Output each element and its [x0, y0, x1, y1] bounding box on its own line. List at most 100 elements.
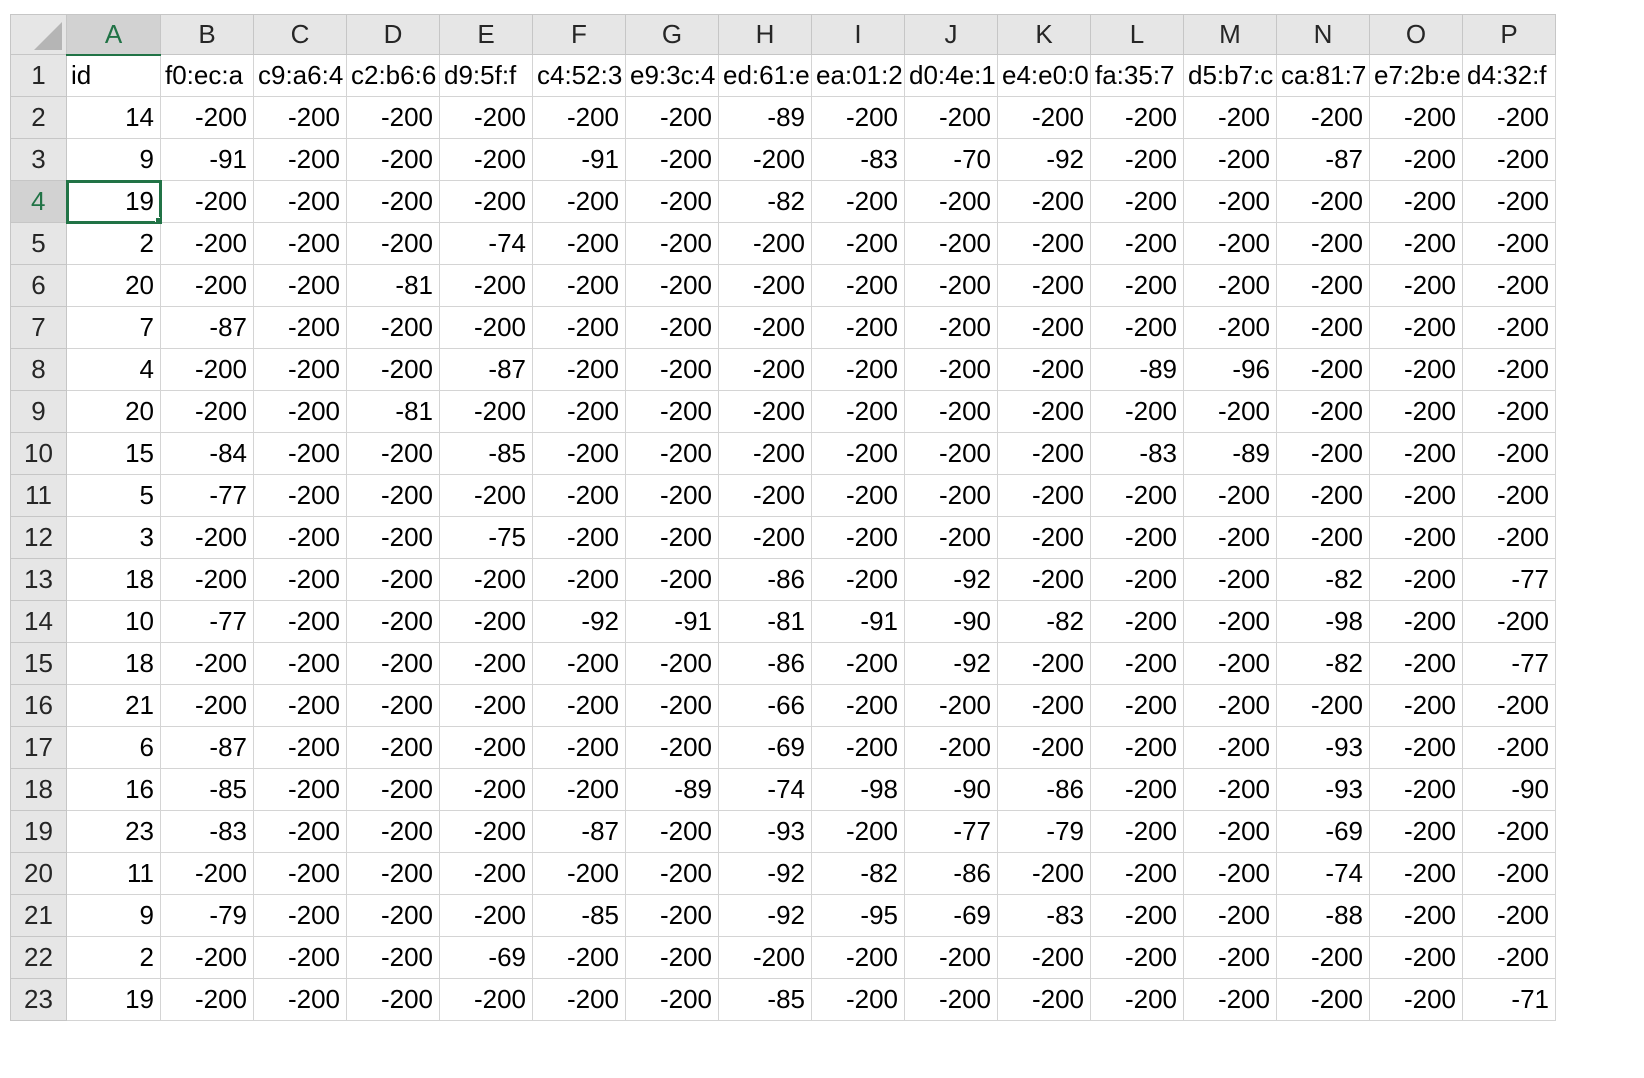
- cell-p10[interactable]: -200: [1462, 432, 1556, 475]
- cell-m17[interactable]: -200: [1183, 726, 1277, 769]
- cell-m14[interactable]: -200: [1183, 600, 1277, 643]
- cell-c7[interactable]: -200: [253, 306, 347, 349]
- cell-f7[interactable]: -200: [532, 306, 626, 349]
- cell-a23[interactable]: 19: [66, 978, 161, 1021]
- cell-p7[interactable]: -200: [1462, 306, 1556, 349]
- cell-n12[interactable]: -200: [1276, 516, 1370, 559]
- cell-i7[interactable]: -200: [811, 306, 905, 349]
- cell-e14[interactable]: -200: [439, 600, 533, 643]
- cell-h4[interactable]: -82: [718, 180, 812, 223]
- cell-b3[interactable]: -91: [160, 138, 254, 181]
- cell-h16[interactable]: -66: [718, 684, 812, 727]
- cell-g15[interactable]: -200: [625, 642, 719, 685]
- cell-p23[interactable]: -71: [1462, 978, 1556, 1021]
- cell-i5[interactable]: -200: [811, 222, 905, 265]
- cell-n5[interactable]: -200: [1276, 222, 1370, 265]
- cell-l18[interactable]: -200: [1090, 768, 1184, 811]
- cell-k15[interactable]: -200: [997, 642, 1091, 685]
- cell-a2[interactable]: 14: [66, 96, 161, 139]
- cell-a22[interactable]: 2: [66, 936, 161, 979]
- cell-k14[interactable]: -82: [997, 600, 1091, 643]
- cell-b17[interactable]: -87: [160, 726, 254, 769]
- cell-a12[interactable]: 3: [66, 516, 161, 559]
- cell-p13[interactable]: -77: [1462, 558, 1556, 601]
- cell-n1[interactable]: ca:81:7: [1276, 54, 1370, 97]
- cell-e9[interactable]: -200: [439, 390, 533, 433]
- cell-d21[interactable]: -200: [346, 894, 440, 937]
- column-header-b[interactable]: B: [160, 14, 254, 55]
- cell-f5[interactable]: -200: [532, 222, 626, 265]
- cell-g13[interactable]: -200: [625, 558, 719, 601]
- column-header-i[interactable]: I: [811, 14, 905, 55]
- cell-i6[interactable]: -200: [811, 264, 905, 307]
- cell-b9[interactable]: -200: [160, 390, 254, 433]
- cell-l20[interactable]: -200: [1090, 852, 1184, 895]
- cell-n17[interactable]: -93: [1276, 726, 1370, 769]
- cell-a16[interactable]: 21: [66, 684, 161, 727]
- cell-l21[interactable]: -200: [1090, 894, 1184, 937]
- column-header-l[interactable]: L: [1090, 14, 1184, 55]
- cell-c22[interactable]: -200: [253, 936, 347, 979]
- cell-c10[interactable]: -200: [253, 432, 347, 475]
- cell-n23[interactable]: -200: [1276, 978, 1370, 1021]
- row-header-14[interactable]: 14: [10, 600, 67, 643]
- column-header-j[interactable]: J: [904, 14, 998, 55]
- row-header-12[interactable]: 12: [10, 516, 67, 559]
- cell-j15[interactable]: -92: [904, 642, 998, 685]
- cell-k4[interactable]: -200: [997, 180, 1091, 223]
- cell-b7[interactable]: -87: [160, 306, 254, 349]
- cell-h21[interactable]: -92: [718, 894, 812, 937]
- cell-l15[interactable]: -200: [1090, 642, 1184, 685]
- cell-a18[interactable]: 16: [66, 768, 161, 811]
- cell-n9[interactable]: -200: [1276, 390, 1370, 433]
- cell-l1[interactable]: fa:35:7: [1090, 54, 1184, 97]
- cell-n8[interactable]: -200: [1276, 348, 1370, 391]
- column-header-d[interactable]: D: [346, 14, 440, 55]
- cell-m16[interactable]: -200: [1183, 684, 1277, 727]
- row-header-1[interactable]: 1: [10, 54, 67, 97]
- cell-p14[interactable]: -200: [1462, 600, 1556, 643]
- cell-o12[interactable]: -200: [1369, 516, 1463, 559]
- cell-k19[interactable]: -79: [997, 810, 1091, 853]
- cell-p15[interactable]: -77: [1462, 642, 1556, 685]
- cell-f21[interactable]: -85: [532, 894, 626, 937]
- cell-e21[interactable]: -200: [439, 894, 533, 937]
- cell-f22[interactable]: -200: [532, 936, 626, 979]
- cell-c15[interactable]: -200: [253, 642, 347, 685]
- cell-i4[interactable]: -200: [811, 180, 905, 223]
- cell-j23[interactable]: -200: [904, 978, 998, 1021]
- cell-e22[interactable]: -69: [439, 936, 533, 979]
- cell-i21[interactable]: -95: [811, 894, 905, 937]
- cell-f23[interactable]: -200: [532, 978, 626, 1021]
- cell-m23[interactable]: -200: [1183, 978, 1277, 1021]
- cell-j22[interactable]: -200: [904, 936, 998, 979]
- cell-f19[interactable]: -87: [532, 810, 626, 853]
- row-header-18[interactable]: 18: [10, 768, 67, 811]
- cell-b4[interactable]: -200: [160, 180, 254, 223]
- cell-p16[interactable]: -200: [1462, 684, 1556, 727]
- cell-e2[interactable]: -200: [439, 96, 533, 139]
- cell-a1[interactable]: id: [66, 54, 161, 97]
- cell-n4[interactable]: -200: [1276, 180, 1370, 223]
- column-header-m[interactable]: M: [1183, 14, 1277, 55]
- cell-p1[interactable]: d4:32:f: [1462, 54, 1556, 97]
- cell-a9[interactable]: 20: [66, 390, 161, 433]
- column-header-o[interactable]: O: [1369, 14, 1463, 55]
- column-header-g[interactable]: G: [625, 14, 719, 55]
- cell-g16[interactable]: -200: [625, 684, 719, 727]
- cell-h15[interactable]: -86: [718, 642, 812, 685]
- cell-f1[interactable]: c4:52:3: [532, 54, 626, 97]
- cell-g4[interactable]: -200: [625, 180, 719, 223]
- row-header-11[interactable]: 11: [10, 474, 67, 517]
- cell-e7[interactable]: -200: [439, 306, 533, 349]
- cell-f4[interactable]: -200: [532, 180, 626, 223]
- cell-m22[interactable]: -200: [1183, 936, 1277, 979]
- cell-n15[interactable]: -82: [1276, 642, 1370, 685]
- cell-p20[interactable]: -200: [1462, 852, 1556, 895]
- cell-g11[interactable]: -200: [625, 474, 719, 517]
- row-header-3[interactable]: 3: [10, 138, 67, 181]
- cell-e23[interactable]: -200: [439, 978, 533, 1021]
- cell-l3[interactable]: -200: [1090, 138, 1184, 181]
- cell-d4[interactable]: -200: [346, 180, 440, 223]
- cell-k12[interactable]: -200: [997, 516, 1091, 559]
